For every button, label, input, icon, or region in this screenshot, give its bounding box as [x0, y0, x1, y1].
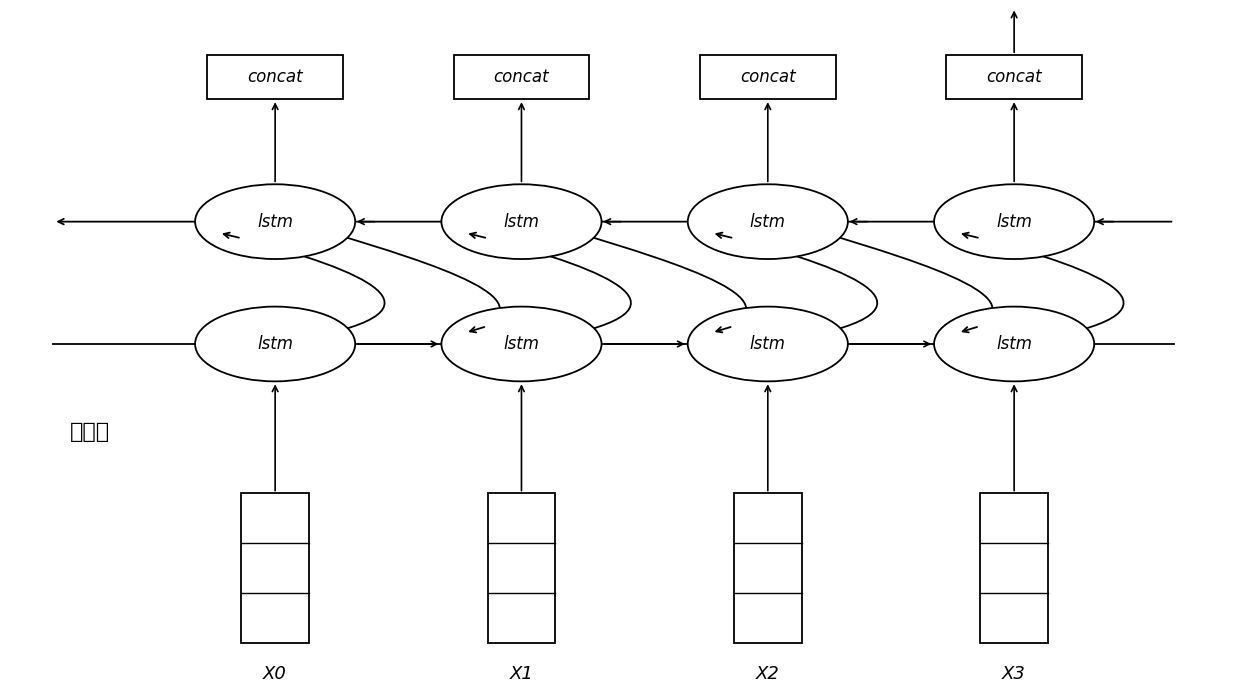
Ellipse shape: [195, 307, 355, 381]
FancyBboxPatch shape: [701, 55, 836, 99]
Ellipse shape: [688, 307, 848, 381]
Text: lstm: lstm: [996, 335, 1032, 353]
Text: lstm: lstm: [750, 213, 786, 231]
Text: lstm: lstm: [257, 213, 293, 231]
Bar: [981, 493, 1048, 643]
Ellipse shape: [441, 184, 601, 259]
Text: concat: concat: [247, 68, 303, 86]
Text: concat: concat: [494, 68, 549, 86]
Bar: [734, 493, 802, 643]
Bar: [487, 493, 556, 643]
FancyBboxPatch shape: [946, 55, 1081, 99]
Ellipse shape: [934, 307, 1094, 381]
Text: concat: concat: [740, 68, 796, 86]
Text: lstm: lstm: [503, 335, 539, 353]
Text: concat: concat: [986, 68, 1042, 86]
Text: X0: X0: [263, 665, 288, 683]
Ellipse shape: [195, 184, 355, 259]
Bar: [242, 493, 309, 643]
Text: lstm: lstm: [996, 213, 1032, 231]
FancyBboxPatch shape: [207, 55, 343, 99]
FancyBboxPatch shape: [454, 55, 589, 99]
Text: 嵌入层: 嵌入层: [71, 422, 110, 442]
Text: X1: X1: [510, 665, 533, 683]
Ellipse shape: [934, 184, 1094, 259]
Text: lstm: lstm: [503, 213, 539, 231]
Ellipse shape: [441, 307, 601, 381]
Text: X2: X2: [756, 665, 780, 683]
Text: X3: X3: [1002, 665, 1025, 683]
Text: lstm: lstm: [750, 335, 786, 353]
Ellipse shape: [688, 184, 848, 259]
Text: lstm: lstm: [257, 335, 293, 353]
